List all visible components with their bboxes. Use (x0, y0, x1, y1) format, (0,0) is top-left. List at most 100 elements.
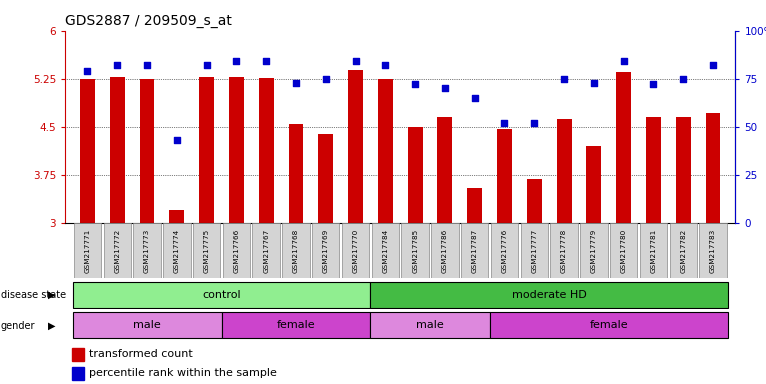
FancyBboxPatch shape (489, 313, 728, 338)
Text: GSM217770: GSM217770 (352, 228, 358, 273)
FancyBboxPatch shape (73, 313, 221, 338)
FancyBboxPatch shape (580, 223, 607, 278)
Point (290, 79, 302, 86)
FancyBboxPatch shape (401, 223, 429, 278)
FancyBboxPatch shape (74, 223, 101, 278)
Text: GSM217784: GSM217784 (382, 228, 388, 273)
FancyBboxPatch shape (221, 313, 371, 338)
Text: disease state: disease state (1, 290, 66, 300)
FancyBboxPatch shape (461, 223, 489, 278)
Point (469, 95, 481, 101)
Text: GSM217785: GSM217785 (412, 228, 418, 273)
Text: GDS2887 / 209509_s_at: GDS2887 / 209509_s_at (65, 14, 232, 28)
Bar (437, 117, 453, 223)
FancyBboxPatch shape (699, 223, 727, 278)
FancyBboxPatch shape (640, 223, 667, 278)
Point (617, 58, 630, 65)
FancyBboxPatch shape (491, 223, 519, 278)
Bar (408, 127, 423, 223)
Text: gender: gender (1, 321, 35, 331)
FancyBboxPatch shape (193, 223, 221, 278)
FancyBboxPatch shape (253, 223, 280, 278)
Point (379, 62, 391, 68)
Point (499, 120, 511, 126)
Text: GSM217780: GSM217780 (620, 228, 627, 273)
Text: GSM217774: GSM217774 (174, 228, 180, 273)
Text: GSM217779: GSM217779 (591, 228, 597, 273)
FancyBboxPatch shape (669, 223, 697, 278)
FancyBboxPatch shape (521, 223, 548, 278)
Text: GSM217782: GSM217782 (680, 228, 686, 273)
Text: GSM217771: GSM217771 (84, 228, 90, 273)
Point (111, 62, 123, 68)
Point (707, 62, 719, 68)
Text: female: female (277, 320, 316, 331)
Bar (110, 77, 125, 223)
Text: GSM217767: GSM217767 (264, 228, 269, 273)
Text: GSM217777: GSM217777 (532, 228, 537, 273)
Text: GSM217772: GSM217772 (114, 228, 120, 273)
Text: GSM217776: GSM217776 (502, 228, 508, 273)
Point (677, 76, 689, 82)
Text: ▶: ▶ (48, 290, 56, 300)
Point (319, 76, 332, 82)
Text: male: male (133, 320, 161, 331)
Point (647, 81, 660, 88)
Bar (378, 79, 393, 223)
Text: control: control (202, 290, 241, 300)
Point (201, 62, 213, 68)
Bar (72, 348, 84, 361)
FancyBboxPatch shape (133, 223, 161, 278)
Text: GSM217781: GSM217781 (650, 228, 656, 273)
FancyBboxPatch shape (223, 223, 250, 278)
Bar (289, 124, 303, 223)
FancyBboxPatch shape (550, 223, 578, 278)
Bar (557, 119, 571, 223)
Text: GSM217778: GSM217778 (561, 228, 567, 273)
Point (171, 137, 183, 143)
Bar (80, 79, 95, 223)
Bar (259, 78, 273, 223)
Text: GSM217775: GSM217775 (204, 228, 210, 273)
Text: GSM217787: GSM217787 (472, 228, 478, 273)
Bar (587, 146, 601, 223)
Point (231, 58, 243, 65)
Text: transformed count: transformed count (89, 349, 192, 359)
Text: GSM217783: GSM217783 (710, 228, 716, 273)
Text: moderate HD: moderate HD (512, 290, 587, 300)
Bar (348, 70, 363, 223)
Text: GSM217769: GSM217769 (322, 228, 329, 273)
Bar (616, 72, 631, 223)
Point (558, 76, 570, 82)
Point (588, 79, 600, 86)
Text: male: male (416, 320, 444, 331)
FancyBboxPatch shape (372, 223, 399, 278)
FancyBboxPatch shape (431, 223, 459, 278)
Point (349, 58, 362, 65)
FancyBboxPatch shape (103, 223, 131, 278)
Text: GSM217773: GSM217773 (144, 228, 150, 273)
FancyBboxPatch shape (342, 223, 369, 278)
Bar (319, 134, 333, 223)
FancyBboxPatch shape (610, 223, 637, 278)
Point (529, 120, 541, 126)
FancyBboxPatch shape (312, 223, 339, 278)
Bar (527, 179, 542, 223)
Bar (72, 367, 84, 380)
Bar (676, 117, 691, 223)
Point (141, 62, 153, 68)
Text: GSM217768: GSM217768 (293, 228, 299, 273)
Text: GSM217766: GSM217766 (234, 228, 240, 273)
Bar (199, 78, 214, 223)
Bar (229, 78, 244, 223)
Text: female: female (590, 320, 628, 331)
Bar (646, 117, 661, 223)
FancyBboxPatch shape (73, 282, 371, 308)
FancyBboxPatch shape (371, 313, 489, 338)
Bar (139, 79, 155, 223)
FancyBboxPatch shape (163, 223, 191, 278)
Text: GSM217786: GSM217786 (442, 228, 448, 273)
Bar (169, 210, 185, 223)
FancyBboxPatch shape (371, 282, 728, 308)
Point (81, 68, 93, 74)
